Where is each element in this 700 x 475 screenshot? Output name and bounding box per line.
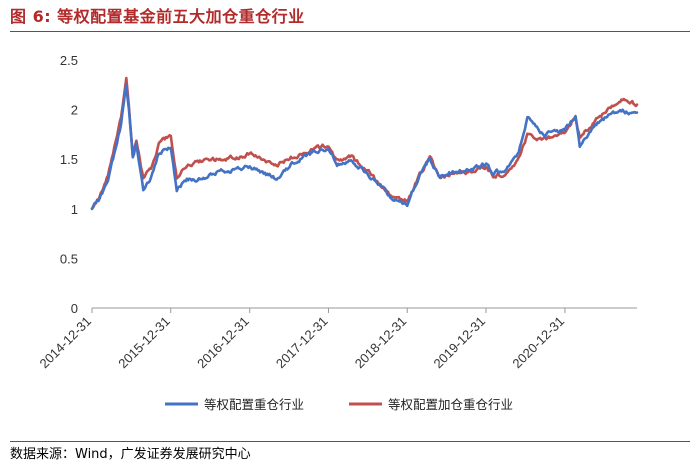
series-line-1 [90, 83, 639, 211]
y-axis: 0 0.5 1 1.5 2 2.5 [60, 53, 78, 316]
x-tick-label: 2014-12-31 [36, 314, 94, 372]
x-tick-label: 2016-12-31 [194, 314, 252, 372]
top-divider [10, 31, 690, 32]
x-axis: 2014-12-31 2015-12-31 2016-12-31 2017-12-31… [36, 307, 637, 372]
legend: 等权配置重仓行业 等权配置加仓重仓行业 [165, 397, 513, 412]
y-tick-label: 1.5 [60, 152, 78, 167]
x-tick-label: 2015-12-31 [115, 314, 173, 372]
figure-title: 图 6: 等权配置基金前五大加仓重仓行业 [10, 7, 305, 26]
series-layer [90, 76, 639, 211]
x-tick-label: 2019-12-31 [430, 314, 488, 372]
x-tick-label: 2018-12-31 [352, 314, 410, 372]
series-line-2 [90, 76, 639, 211]
y-tick-label: 0 [71, 301, 78, 316]
legend-label-2: 等权配置加仓重仓行业 [388, 397, 513, 412]
y-tick-label: 2 [71, 103, 78, 118]
data-source-note: 数据来源：Wind，广发证券发展研究中心 [10, 447, 251, 462]
legend-label-1: 等权配置重仓行业 [204, 397, 304, 412]
y-tick-label: 2.5 [60, 53, 78, 68]
y-tick-label: 0.5 [60, 251, 78, 266]
bottom-divider [10, 441, 690, 442]
x-tick-label: 2017-12-31 [273, 314, 331, 372]
y-tick-label: 1 [71, 202, 78, 217]
x-tick-label: 2020-12-31 [509, 314, 567, 372]
